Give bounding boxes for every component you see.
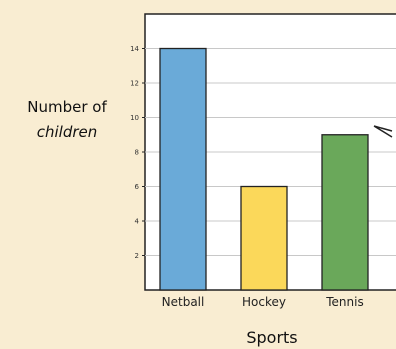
x-category-label: Hockey bbox=[242, 295, 286, 309]
bars bbox=[159, 47, 369, 291]
y-tick-label: 4 bbox=[135, 218, 140, 226]
x-axis-title: Sports bbox=[246, 328, 297, 347]
y-axis-title-line1: Number of bbox=[27, 98, 107, 116]
y-tick-label: 2 bbox=[135, 252, 139, 260]
y-tick-label: 12 bbox=[130, 80, 139, 88]
bar-hockey bbox=[240, 185, 288, 291]
y-tick-label: 8 bbox=[135, 149, 139, 157]
x-category-label: Netball bbox=[162, 295, 205, 309]
y-tick-label: 14 bbox=[130, 45, 139, 53]
y-tick-label: 6 bbox=[135, 183, 140, 191]
y-tick-label: 10 bbox=[130, 114, 139, 122]
bar-tennis bbox=[321, 134, 369, 291]
y-axis-title-line2: children bbox=[37, 123, 98, 141]
x-axis-labels: Netball Hockey Tennis bbox=[162, 295, 364, 309]
x-category-label: Tennis bbox=[325, 295, 363, 309]
arrow-pointer-icon bbox=[373, 125, 393, 138]
y-axis-ticks: 2 4 6 8 10 12 14 bbox=[130, 45, 145, 260]
bar-netball bbox=[159, 47, 207, 291]
